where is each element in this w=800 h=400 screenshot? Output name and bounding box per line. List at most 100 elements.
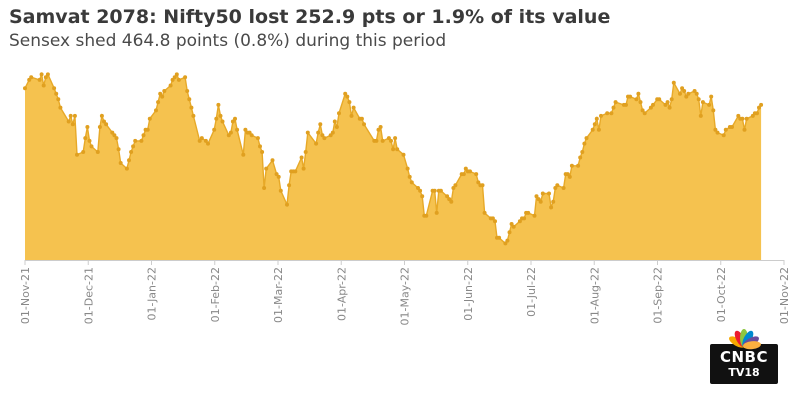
data-point	[596, 127, 601, 132]
data-point	[474, 172, 479, 177]
data-point	[29, 75, 34, 80]
data-point	[318, 122, 323, 127]
data-point	[468, 169, 472, 174]
cnbc-tv18-logo: CNBC TV18	[704, 322, 784, 384]
data-point	[493, 219, 497, 224]
data-point	[605, 111, 610, 116]
data-point	[707, 102, 712, 107]
data-point	[757, 105, 761, 110]
data-point	[191, 113, 196, 118]
data-point	[507, 230, 512, 235]
data-point	[540, 191, 545, 196]
data-point	[432, 188, 437, 193]
data-point	[124, 166, 129, 171]
x-tick-label: 01-Dec-21	[82, 267, 95, 324]
data-point	[89, 144, 94, 149]
data-point	[594, 116, 599, 121]
data-point	[648, 105, 653, 110]
x-tick-label: 01-Nov-21	[19, 267, 32, 324]
data-point	[58, 105, 63, 110]
data-point	[580, 150, 585, 154]
data-point	[293, 169, 298, 174]
data-point	[172, 75, 177, 80]
data-point	[305, 130, 310, 135]
data-point	[233, 116, 237, 121]
data-point	[684, 94, 689, 99]
data-point	[247, 130, 252, 135]
data-point	[624, 102, 628, 107]
data-point	[522, 216, 527, 221]
x-axis-ticks: 01-Nov-21 01-Dec-21 01-Jan-22 01-Feb-22 01-M…	[19, 260, 791, 325]
data-point	[226, 133, 231, 138]
data-point	[721, 133, 726, 138]
data-point	[438, 188, 443, 193]
data-point	[599, 113, 603, 118]
data-point	[131, 144, 136, 149]
data-point	[129, 150, 134, 154]
data-point	[75, 152, 79, 157]
data-point	[713, 127, 718, 132]
data-point	[139, 138, 144, 143]
data-point	[692, 89, 697, 93]
data-point	[482, 210, 487, 215]
x-tick-label: 01-Jan-22	[146, 267, 159, 321]
data-point	[183, 75, 188, 80]
data-point	[759, 102, 764, 107]
data-point	[359, 116, 364, 121]
data-point	[104, 122, 109, 127]
data-point	[453, 183, 458, 188]
data-point	[553, 186, 558, 190]
data-point	[634, 97, 639, 102]
data-point	[249, 133, 254, 138]
data-point	[322, 136, 327, 141]
data-point	[301, 166, 306, 171]
data-point	[23, 86, 27, 91]
data-point	[380, 138, 385, 143]
data-point	[511, 224, 516, 229]
data-point	[700, 100, 705, 105]
data-point	[110, 130, 115, 135]
data-point	[503, 241, 508, 246]
data-point	[337, 111, 341, 116]
data-point	[185, 89, 190, 93]
data-point	[730, 125, 734, 129]
data-point	[561, 186, 566, 190]
data-point	[742, 127, 747, 132]
data-point	[711, 108, 716, 113]
data-point	[156, 100, 161, 105]
data-point	[744, 116, 749, 121]
data-point	[158, 91, 163, 96]
data-point	[168, 83, 173, 88]
data-points	[23, 72, 764, 246]
x-tick-label: 01-Aug-22	[588, 267, 601, 324]
data-point	[405, 166, 410, 171]
data-point	[303, 150, 308, 154]
data-point	[285, 202, 289, 207]
data-point	[189, 105, 194, 110]
data-point	[41, 83, 46, 88]
data-point	[651, 102, 655, 107]
data-point	[52, 86, 57, 91]
data-point	[116, 147, 121, 152]
data-point	[95, 150, 100, 154]
data-point	[87, 138, 92, 143]
data-point	[343, 91, 348, 96]
data-point	[509, 222, 514, 226]
data-point	[199, 136, 204, 141]
data-point	[212, 127, 217, 132]
data-point	[345, 94, 350, 99]
data-point	[584, 136, 589, 141]
data-point	[376, 127, 381, 132]
data-point	[534, 194, 539, 199]
data-point	[736, 113, 741, 118]
data-point	[243, 127, 248, 132]
data-point	[389, 138, 393, 143]
data-point	[551, 199, 556, 204]
data-point	[680, 86, 685, 91]
data-point	[81, 150, 86, 154]
data-point	[274, 172, 279, 177]
data-point	[669, 97, 674, 102]
data-point	[39, 72, 44, 77]
data-point	[686, 91, 691, 96]
data-point	[386, 136, 391, 141]
